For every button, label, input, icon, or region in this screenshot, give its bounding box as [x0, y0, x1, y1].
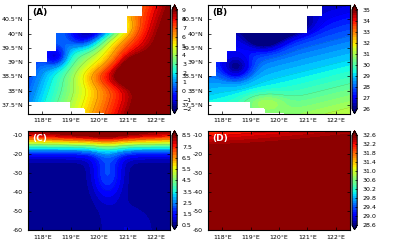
PathPatch shape	[352, 225, 357, 230]
Text: (B): (B)	[212, 8, 227, 17]
PathPatch shape	[172, 5, 177, 10]
Text: (D): (D)	[212, 134, 228, 143]
PathPatch shape	[352, 5, 357, 10]
PathPatch shape	[172, 109, 177, 114]
PathPatch shape	[172, 225, 177, 230]
PathPatch shape	[172, 131, 177, 135]
Text: (C): (C)	[32, 134, 47, 143]
Text: (A): (A)	[32, 8, 48, 17]
PathPatch shape	[352, 109, 357, 114]
PathPatch shape	[352, 131, 357, 135]
